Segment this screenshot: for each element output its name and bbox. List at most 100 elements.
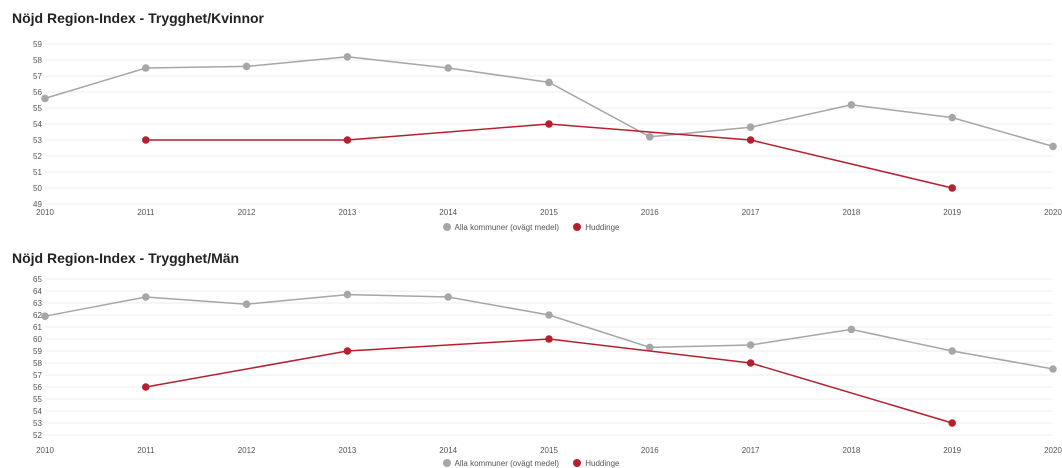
legend-marker [573,223,582,232]
y-tick-label: 53 [33,136,42,145]
data-point [41,94,49,103]
y-tick-label: 56 [33,383,42,392]
data-point [242,62,251,71]
y-tick-label: 50 [33,184,42,193]
legend-item[interactable]: Huddinge [573,459,619,468]
y-tick-label: 53 [33,419,42,428]
data-point [545,78,553,87]
data-point [343,53,352,61]
y-tick-label: 56 [33,88,42,97]
data-point [948,113,956,122]
line-chart: 49 50 51 52 53 54 55 56 57 58 59 2010 2011 2012 2013 20… [33,40,1062,217]
y-tick-label: 58 [33,359,42,368]
data-point [746,136,755,144]
legend-label: Alla kommuner (ovägt medel) [454,459,559,468]
legend-marker [442,459,451,468]
data-point [1049,365,1057,373]
data-point [746,123,755,131]
chart-title: Nöjd Region-Index - Trygghet/Män [12,250,240,266]
x-tick-label: 2014 [439,446,457,455]
x-tick-label: 2017 [742,446,760,455]
x-tick-label: 2013 [339,208,357,217]
chart-legend: Alla kommuner (ovägt medel) Huddinge [0,459,1062,468]
data-point [343,290,352,299]
data-point [545,311,553,319]
data-point [646,343,654,352]
x-tick-label: 2017 [742,208,760,217]
x-tick-label: 2019 [943,446,961,455]
data-point [142,136,150,144]
x-tick-label: 2018 [843,446,861,455]
legend-label: Huddinge [585,459,620,468]
legend-label: Huddinge [585,223,620,233]
x-tick-label: 2014 [439,208,457,217]
chart-panel-kvinnor: Nöjd Region-Index - Trygghet/Kvinnor 49 5… [0,10,1062,232]
x-tick-label: 2012 [238,208,256,217]
data-point [847,325,856,334]
legend-item[interactable]: Huddinge [573,223,619,232]
y-tick-label: 57 [33,371,42,380]
series-line [44,293,1054,370]
data-point [646,133,654,141]
legend-item[interactable]: Alla kommuner (ovägt medel) [442,459,559,468]
data-point [242,300,251,308]
data-point [142,293,150,301]
y-tick-label: 52 [33,152,42,161]
y-tick-label: 59 [33,40,42,49]
legend-item[interactable]: Alla kommuner (ovägt medel) [442,223,559,233]
y-tick-label: 54 [33,407,42,416]
x-tick-label: 2011 [137,208,155,217]
data-point [41,312,49,320]
x-tick-label: 2010 [36,208,54,217]
x-tick-label: 2018 [843,208,861,217]
x-tick-label: 2011 [137,446,155,455]
x-tick-label: 2019 [943,208,961,217]
chart-title: Nöjd Region-Index - Trygghet/Kvinnor [12,10,264,26]
data-point [142,64,150,72]
y-tick-label: 64 [33,287,42,296]
data-point [142,383,150,391]
data-point [545,335,553,343]
x-tick-label: 2020 [1044,208,1062,217]
x-tick-label: 2013 [339,446,357,455]
x-tick-label: 2012 [238,446,256,455]
x-tick-label: 2016 [641,446,659,455]
data-point [948,184,956,192]
x-tick-label: 2015 [540,446,558,455]
data-point [343,136,352,144]
y-tick-label: 52 [33,431,42,440]
data-point [948,347,956,355]
data-point [444,293,453,301]
y-tick-label: 54 [33,120,42,129]
y-tick-label: 49 [33,200,42,209]
data-point [847,101,856,109]
data-point [545,120,553,128]
chart-panel-man: Nöjd Region-Index - Trygghet/Män 52 53 54 5… [0,236,1062,468]
legend-label: Alla kommuner (ovägt medel) [454,223,559,233]
y-tick-label: 65 [33,275,42,284]
y-tick-label: 55 [33,104,42,113]
y-tick-label: 55 [33,395,42,404]
data-point [746,359,755,367]
legend-marker [442,223,451,232]
chart-legend: Alla kommuner (ovägt medel) Huddinge [0,223,1062,232]
y-tick-label: 51 [33,168,42,177]
x-tick-label: 2020 [1044,446,1062,455]
data-point [948,419,956,427]
data-point [1049,142,1057,151]
y-tick-label: 63 [33,299,42,308]
y-tick-label: 61 [33,323,42,332]
data-point [444,64,453,72]
data-point [343,347,352,355]
legend-marker [573,459,582,468]
x-tick-label: 2016 [641,208,659,217]
series-line [145,338,953,424]
x-tick-label: 2015 [540,208,558,217]
y-tick-label: 60 [33,335,42,344]
x-tick-label: 2010 [36,446,54,455]
line-chart: 52 53 54 55 56 57 58 59 60 61 62 63 64 65 2010 2011 2012… [33,275,1062,455]
series-line [44,56,1054,148]
y-tick-label: 57 [33,72,42,81]
y-tick-label: 62 [33,311,42,320]
y-tick-label: 58 [33,56,42,65]
